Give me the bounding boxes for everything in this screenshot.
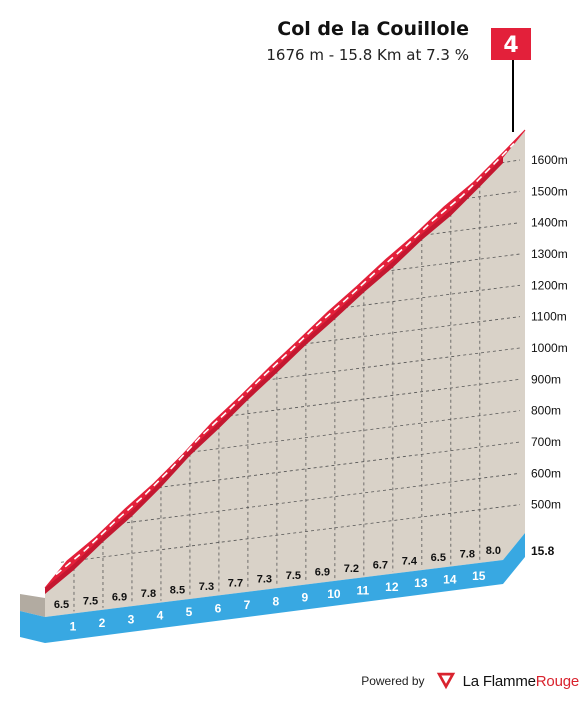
altitude-tick-label: 1400m xyxy=(531,216,568,230)
altitude-gridline xyxy=(158,441,521,488)
gradient-label: 7.7 xyxy=(228,577,243,589)
altitude-tick-label: 800m xyxy=(531,404,561,418)
category-badge xyxy=(491,28,531,60)
gradient-label: 7.3 xyxy=(257,574,272,586)
km-label: 10 xyxy=(327,587,341,601)
gradient-label: 8.0 xyxy=(486,545,501,557)
km-label: 8 xyxy=(273,594,280,608)
gradient-label: 7.3 xyxy=(199,581,214,593)
altitude-tick-label: 500m xyxy=(531,498,561,512)
gradient-label: 7.2 xyxy=(344,563,359,575)
km-label: 12 xyxy=(385,580,399,594)
gradient-label: 6.5 xyxy=(431,552,446,564)
altitude-tick-label: 900m xyxy=(531,372,561,386)
gradient-label: 6.7 xyxy=(373,559,388,571)
altitude-gridline xyxy=(304,316,521,345)
km-label: 9 xyxy=(302,591,309,605)
powered-by-label: Powered by xyxy=(361,674,425,688)
altitude-gridline xyxy=(385,253,521,272)
gradient-label: 6.9 xyxy=(315,566,330,578)
altitude-tick-label: 600m xyxy=(531,466,561,480)
km-label: 1 xyxy=(70,620,77,634)
km-label: 5 xyxy=(186,605,193,619)
km-base-strip xyxy=(20,533,525,643)
gradient-label: 7.4 xyxy=(402,556,418,568)
km-label: 11 xyxy=(357,583,370,597)
la-flamme-rouge-logo-icon xyxy=(436,672,455,690)
km-label: 14 xyxy=(443,573,457,587)
gradient-label: 7.5 xyxy=(83,595,98,607)
km-label: 15 xyxy=(472,569,486,583)
km-label: 3 xyxy=(128,612,135,626)
km-label: 7 xyxy=(244,598,251,612)
profile-side-face xyxy=(20,594,45,617)
altitude-gridline xyxy=(424,222,521,236)
km-label: 2 xyxy=(99,616,106,630)
gradient-label: 6.9 xyxy=(112,592,127,604)
altitude-tick-label: 1300m xyxy=(531,247,568,261)
altitude-tick-label: 1000m xyxy=(531,341,568,355)
footer: Powered by La FlammeRouge xyxy=(361,670,579,692)
brand-name[interactable]: La FlammeRouge xyxy=(462,672,580,690)
km-label: 6 xyxy=(215,601,222,615)
climb-subtitle: 1676 m - 15.8 Km at 7.3 % xyxy=(266,46,469,64)
gradient-label: 6.5 xyxy=(54,599,69,611)
altitude-gridline xyxy=(266,347,521,381)
road-center-line xyxy=(55,142,515,576)
altitude-tick-label: 1500m xyxy=(531,184,568,198)
gradient-label: 7.5 xyxy=(286,570,301,582)
altitude-gridline xyxy=(229,378,521,417)
distance-end-label: 15.8 xyxy=(531,544,555,558)
altitude-tick-label: 1600m xyxy=(531,153,568,167)
gradient-label: 7.8 xyxy=(460,548,475,560)
altitude-tick-label: 1100m xyxy=(531,310,567,324)
altitude-gridline xyxy=(60,504,521,563)
road-edge xyxy=(45,157,503,594)
altitude-gridline xyxy=(121,472,521,524)
gradient-label: 8.5 xyxy=(170,585,185,597)
km-label: 13 xyxy=(414,576,428,590)
category-badge-label: 4 xyxy=(503,33,518,58)
climb-title: Col de la Couillole xyxy=(277,18,469,40)
altitude-tick-label: 1200m xyxy=(531,278,568,292)
altitude-tick-label: 700m xyxy=(531,435,561,449)
gradient-label: 7.8 xyxy=(141,588,156,600)
km-label: 4 xyxy=(157,609,164,623)
altitude-gridline xyxy=(191,410,521,453)
